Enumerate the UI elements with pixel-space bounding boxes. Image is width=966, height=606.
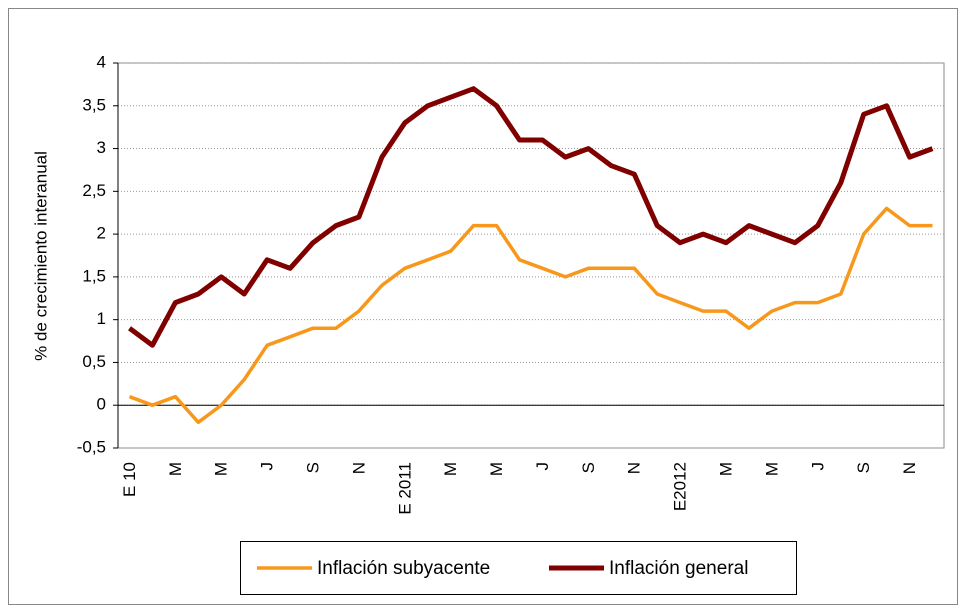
y-tick-label: 0 [97, 395, 106, 414]
y-tick-label: 1 [97, 309, 106, 328]
legend-label: Inflación subyacente [317, 558, 490, 579]
x-tick-label: M [717, 462, 736, 476]
y-tick-label: 0,5 [82, 352, 106, 371]
y-tick-label: -0,5 [77, 437, 106, 456]
y-tick-label: 4 [97, 52, 106, 71]
x-tick-label: N [625, 462, 644, 474]
x-tick-label: N [900, 462, 919, 474]
chart-frame [8, 8, 958, 605]
x-tick-label: M [487, 462, 506, 476]
legend-label: Inflación general [609, 558, 748, 579]
y-tick-label: 3 [97, 138, 106, 157]
x-tick-label: E 10 [120, 462, 139, 497]
x-tick-label: S [579, 462, 598, 473]
x-tick-label: S [304, 462, 323, 473]
y-tick-label: 2,5 [82, 181, 106, 200]
x-tick-label: S [854, 462, 873, 473]
y-tick-label: 2 [97, 224, 106, 243]
x-tick-label: J [258, 462, 277, 471]
x-tick-label: J [808, 462, 827, 471]
y-tick-label: 3,5 [82, 95, 106, 114]
plot-area [117, 62, 945, 449]
x-tick-label: M [212, 462, 231, 476]
x-tick-label: E 2011 [395, 462, 414, 515]
x-tick-label: E2012 [671, 462, 690, 511]
x-tick-label: J [533, 462, 552, 471]
series-line [128, 206, 933, 425]
x-tick-label: N [349, 462, 368, 474]
x-tick-label: M [762, 462, 781, 476]
x-tick-label: M [166, 462, 185, 476]
y-tick-label: 1,5 [82, 266, 106, 285]
x-tick-label: M [441, 462, 460, 476]
series-line [128, 86, 934, 348]
legend-box [240, 541, 797, 595]
y-axis-label: % de crecimiento interanual [31, 151, 50, 361]
